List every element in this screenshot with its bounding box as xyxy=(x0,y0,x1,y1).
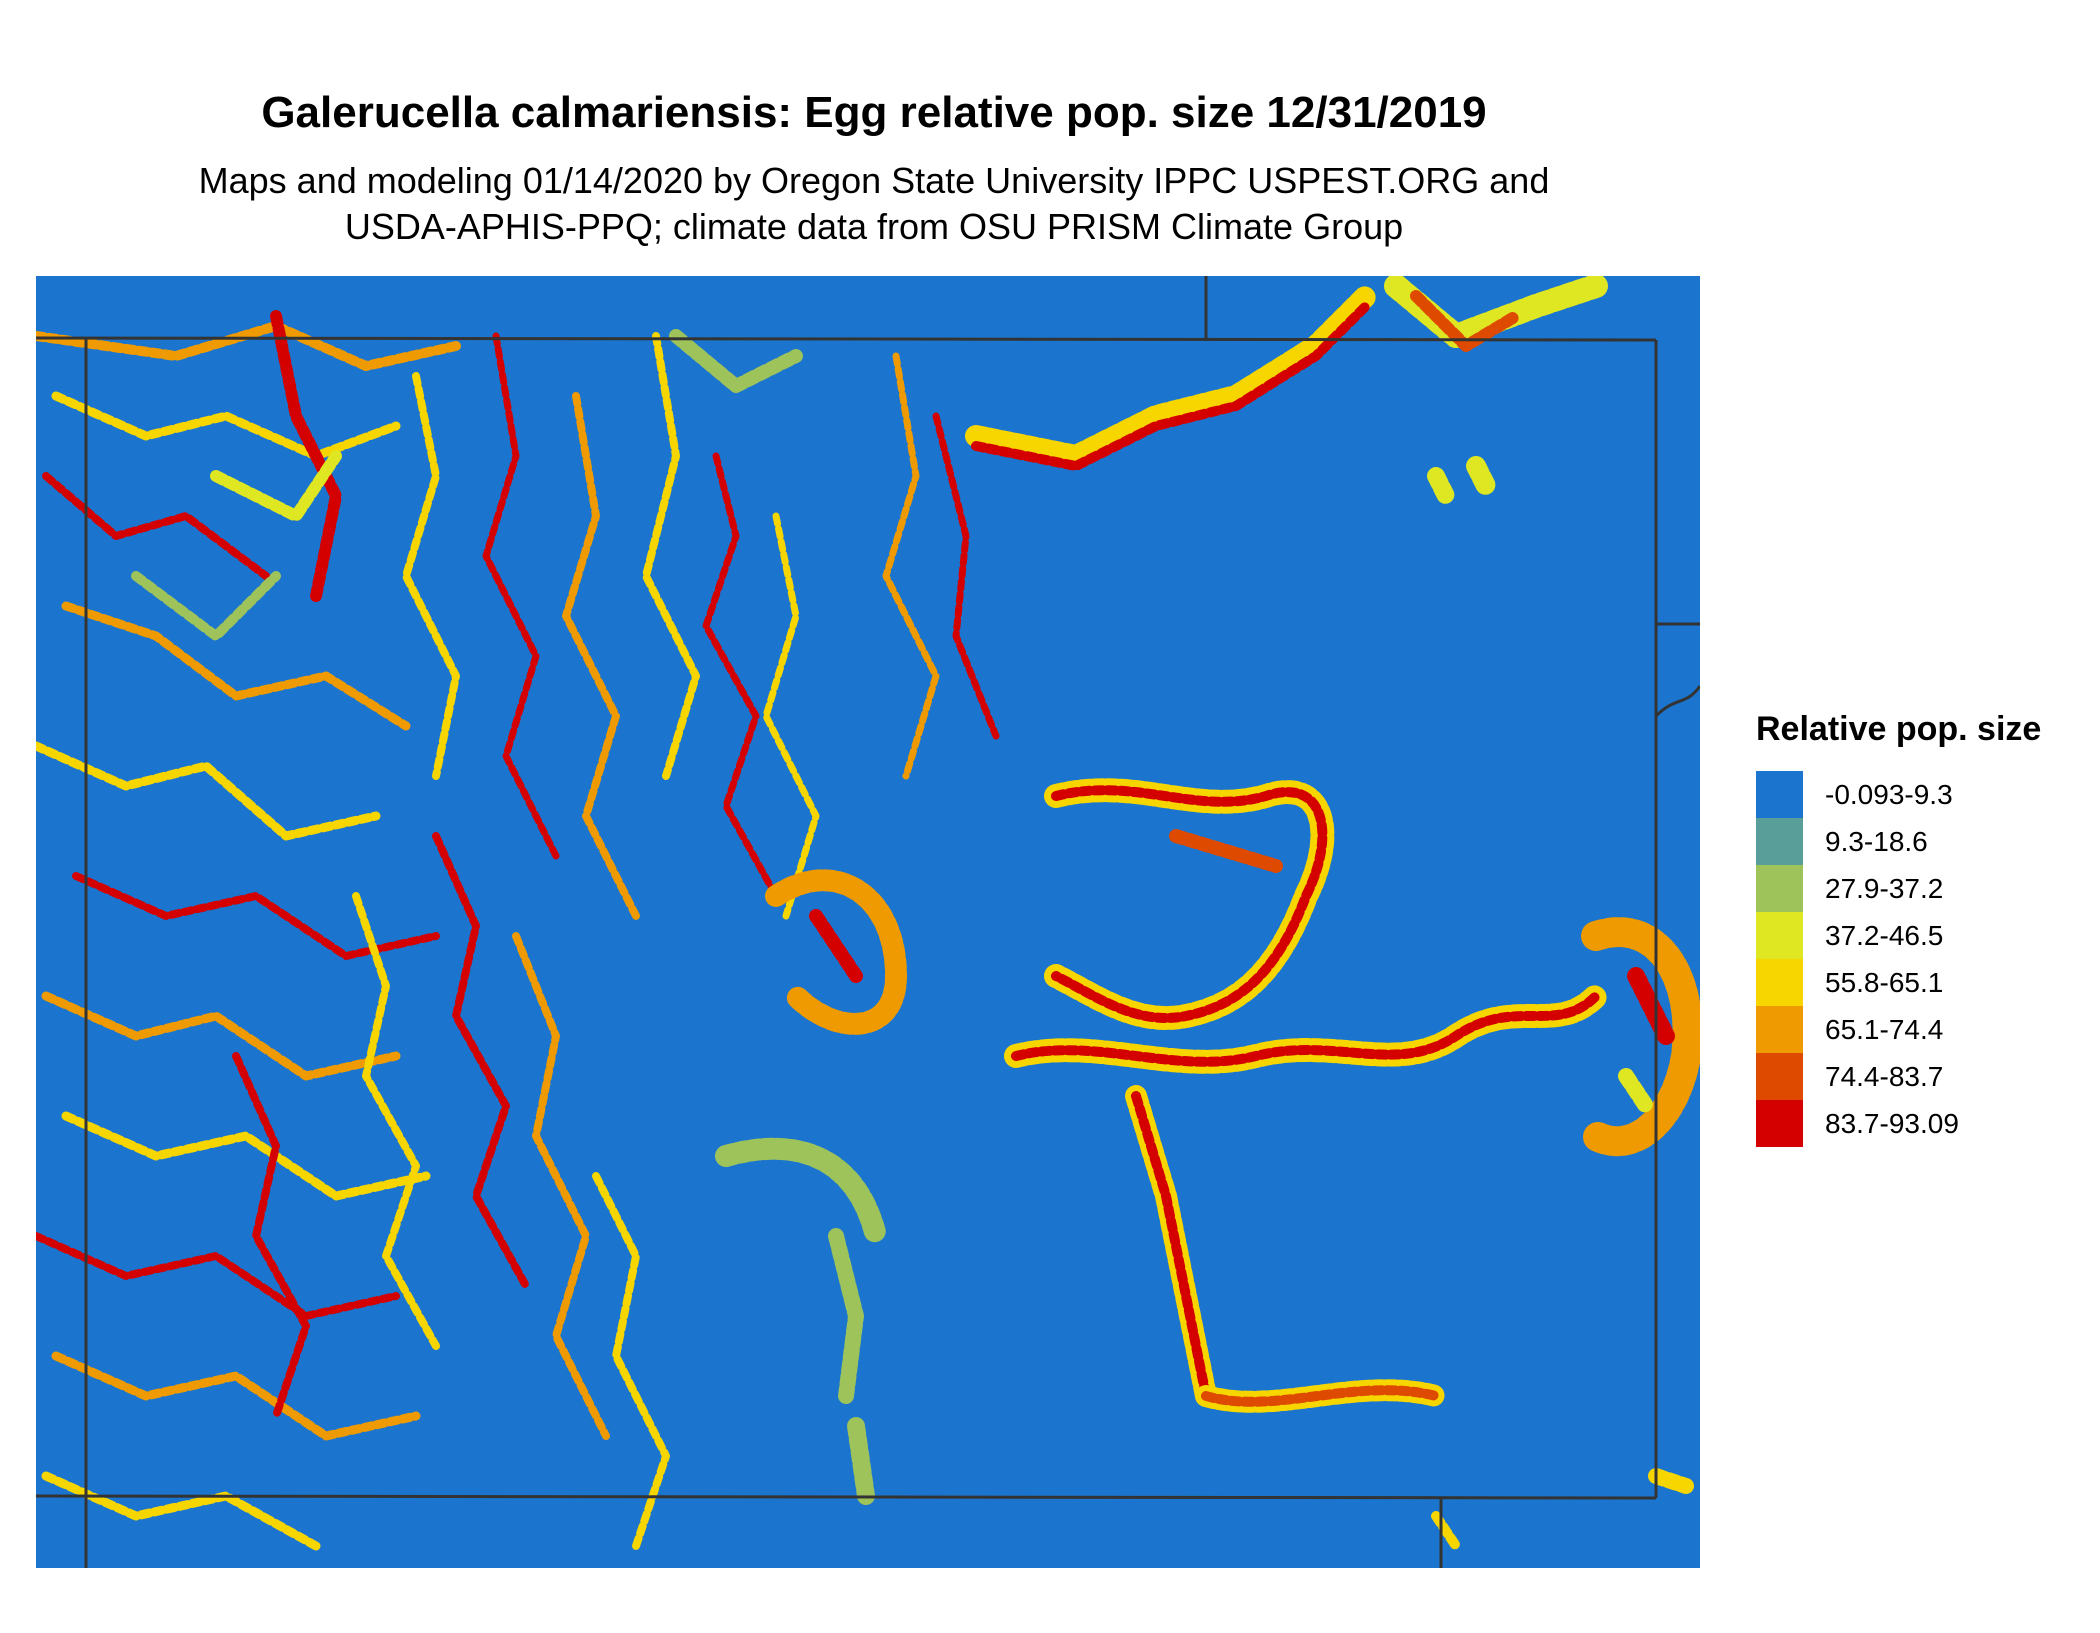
raster-map xyxy=(36,276,1700,1568)
legend-item-label: 83.7-93.09 xyxy=(1825,1107,1959,1139)
legend: Relative pop. size -0.093-9.3 9.3-18.6 2… xyxy=(1756,710,2041,1147)
legend-item: 55.8-65.1 xyxy=(1756,959,2041,1006)
legend-swatch xyxy=(1756,959,1803,1006)
map-subtitle-line-2: USDA-APHIS-PPQ; climate data from OSU PR… xyxy=(344,206,1404,247)
legend-items: -0.093-9.3 9.3-18.6 27.9-37.2 37.2-46.5 … xyxy=(1756,771,2041,1147)
legend-title: Relative pop. size xyxy=(1756,710,2042,748)
colored-raster-cells xyxy=(36,276,1700,1551)
legend-swatch xyxy=(1756,818,1803,865)
map-background xyxy=(36,276,1700,1568)
legend-item-label: 74.4-83.7 xyxy=(1825,1060,1944,1092)
legend-swatch xyxy=(1756,865,1803,912)
legend-item-label: 27.9-37.2 xyxy=(1825,872,1944,904)
legend-item-label: 65.1-74.4 xyxy=(1825,1013,1944,1045)
legend-item-label: 9.3-18.6 xyxy=(1825,825,1928,857)
legend-item-label: 37.2-46.5 xyxy=(1825,919,1944,951)
boundary-lines xyxy=(36,276,1700,1568)
legend-item: 65.1-74.4 xyxy=(1756,1006,2041,1053)
legend-item-label: 55.8-65.1 xyxy=(1825,966,1944,998)
map-title: Galerucella calmariensis: Egg relative p… xyxy=(261,88,1487,137)
legend-swatch xyxy=(1756,1006,1803,1053)
legend-item-label: -0.093-9.3 xyxy=(1825,778,1953,810)
legend-item: 9.3-18.6 xyxy=(1756,818,2041,865)
legend-swatch xyxy=(1756,1053,1803,1100)
legend-item: 27.9-37.2 xyxy=(1756,865,2041,912)
map-subtitle-line-1: Maps and modeling 01/14/2020 by Oregon S… xyxy=(198,160,1550,201)
legend-swatch xyxy=(1756,912,1803,959)
legend-item: 83.7-93.09 xyxy=(1756,1100,2041,1147)
legend-swatch xyxy=(1756,1100,1803,1147)
legend-item: 74.4-83.7 xyxy=(1756,1053,2041,1100)
legend-swatch xyxy=(1756,771,1803,818)
legend-item: -0.093-9.3 xyxy=(1756,771,2041,818)
legend-item: 37.2-46.5 xyxy=(1756,912,2041,959)
